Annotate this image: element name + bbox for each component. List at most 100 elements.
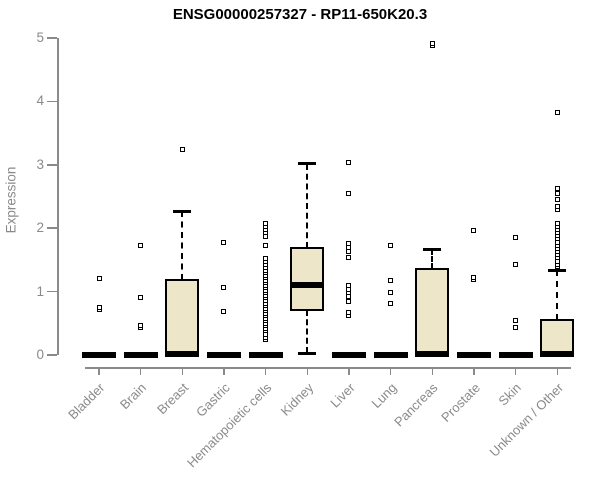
outlier-point: [554, 220, 560, 226]
median-line: [206, 352, 241, 358]
outlier-point: [471, 227, 477, 233]
outlier-point: [554, 110, 560, 116]
x-tick: [306, 367, 309, 375]
y-tick-label: 4: [36, 93, 44, 109]
outlier-point: [221, 285, 227, 291]
x-tick: [389, 367, 392, 375]
outlier-point: [513, 261, 519, 267]
upper-whisker-cap: [423, 247, 442, 251]
outlier-point: [221, 239, 227, 245]
upper-whisker-cap: [173, 209, 192, 213]
median-line: [540, 350, 575, 357]
chart-title: ENSG00000257327 - RP11-650K20.3: [172, 6, 428, 23]
x-tick-label: Pancreas: [391, 380, 441, 430]
upper-whisker: [556, 270, 559, 321]
upper-whisker: [431, 249, 434, 269]
outlier-point: [96, 304, 102, 310]
x-tick: [556, 367, 558, 375]
upper-whisker-cap: [548, 268, 567, 272]
outlier-point: [554, 185, 560, 191]
x-tick-label: Kidney: [277, 380, 316, 419]
outlier-point: [221, 309, 227, 315]
box: [165, 278, 200, 356]
upper-whisker: [181, 211, 184, 280]
outlier-point: [554, 203, 560, 209]
median-line: [123, 352, 158, 358]
outlier-point: [388, 242, 394, 248]
x-tick-label: Skin: [495, 380, 525, 409]
y-tick-label: 0: [36, 347, 44, 362]
box: [415, 267, 450, 356]
x-tick-label: Unknown / Other: [486, 380, 566, 460]
outlier-point: [346, 298, 352, 304]
y-tick: [47, 290, 57, 293]
y-tick: [47, 37, 57, 39]
y-axis-line: [57, 38, 59, 355]
y-tick: [47, 164, 57, 166]
x-tick-label: Lung: [368, 380, 400, 412]
outlier-point: [554, 191, 560, 197]
median-line: [331, 352, 366, 358]
outlier-point: [138, 242, 144, 248]
outlier-point: [471, 274, 477, 280]
outlier-point: [388, 289, 394, 295]
outlier-point: [346, 282, 352, 288]
y-tick-label: 3: [36, 156, 44, 172]
x-tick: [431, 367, 434, 375]
x-tick-label: Gastric: [192, 380, 233, 420]
outlier-point: [429, 40, 435, 46]
outlier-point: [263, 242, 269, 248]
lower-whisker: [306, 309, 309, 354]
x-tick: [514, 367, 517, 375]
x-tick: [223, 367, 225, 375]
x-tick: [473, 367, 475, 375]
x-tick: [139, 367, 142, 375]
upper-whisker-cap: [298, 162, 317, 166]
outlier-point: [513, 325, 519, 331]
y-tick-label: 2: [36, 220, 44, 236]
median-line: [248, 352, 283, 358]
outlier-point: [346, 159, 352, 165]
x-tick-label: Brain: [117, 380, 150, 413]
median-line: [290, 282, 325, 289]
median-line: [373, 352, 408, 358]
outlier-point: [138, 295, 144, 301]
y-tick: [47, 354, 57, 356]
outlier-point: [138, 323, 144, 329]
outlier-point: [513, 317, 519, 323]
x-axis-line: [85, 367, 571, 369]
x-tick-label: Breast: [153, 380, 191, 418]
upper-whisker: [306, 163, 309, 248]
outlier-point: [388, 300, 394, 306]
median-line: [456, 352, 491, 358]
median-line: [165, 350, 200, 357]
median-line: [498, 352, 533, 358]
outlier-point: [346, 191, 352, 197]
x-tick-label: Liver: [327, 380, 358, 411]
outlier-point: [96, 276, 102, 282]
outlier-point: [346, 240, 352, 246]
outlier-point: [388, 278, 394, 284]
y-tick-label: 1: [36, 283, 44, 299]
y-tick: [47, 227, 57, 229]
x-tick: [98, 367, 100, 375]
x-tick-label: Bladder: [65, 380, 108, 423]
x-tick: [264, 367, 267, 375]
outlier-point: [179, 147, 185, 153]
x-tick: [181, 367, 184, 375]
median-line: [82, 352, 116, 358]
x-tick: [348, 367, 350, 375]
outlier-point: [346, 255, 352, 261]
outlier-point: [263, 256, 269, 262]
outlier-point: [554, 197, 560, 203]
median-line: [415, 350, 450, 357]
outlier-point: [346, 310, 352, 316]
y-tick-label: 5: [36, 30, 44, 45]
y-axis-label: Expression: [3, 166, 19, 234]
outlier-point: [513, 234, 519, 240]
y-tick: [47, 100, 57, 103]
x-tick-label: Prostate: [437, 380, 483, 425]
outlier-point: [263, 220, 269, 226]
box: [290, 246, 325, 311]
